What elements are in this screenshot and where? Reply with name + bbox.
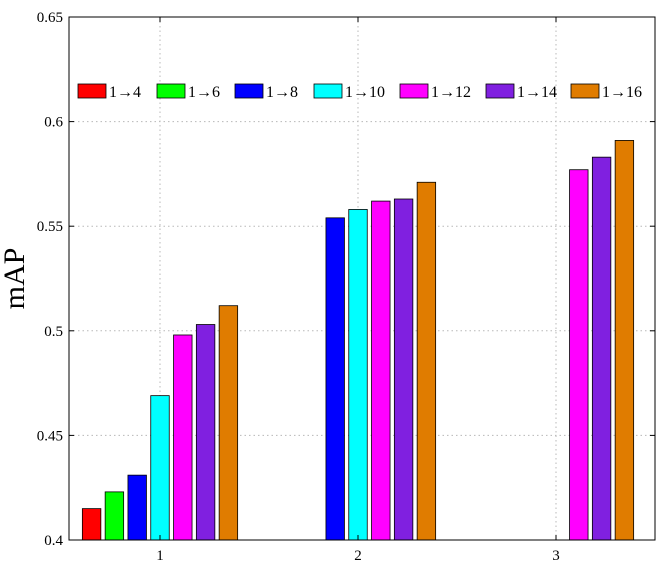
legend-swatch xyxy=(156,83,186,99)
y-axis-label: mAP xyxy=(0,248,31,310)
bar-1-series-6 xyxy=(195,324,216,541)
legend-label: 1→12 xyxy=(431,84,471,101)
bar-1-series-7 xyxy=(218,305,239,541)
x-tick-label: 2 xyxy=(354,548,362,564)
y-tick-label: 0.4 xyxy=(44,533,63,549)
bar-3-series-6 xyxy=(591,156,612,541)
legend-swatch xyxy=(77,83,107,99)
legend-swatch xyxy=(234,83,264,99)
bars xyxy=(81,140,635,541)
legend-label: 1→14 xyxy=(517,84,557,101)
legend: 1→4 1→6 1→8 1→10 1→12 1→14 1→16 xyxy=(77,83,642,101)
y-tick-label: 0.6 xyxy=(44,115,63,131)
x-tick-label: 3 xyxy=(552,548,560,564)
bar-3-series-7 xyxy=(614,140,635,541)
bar-2-series-7 xyxy=(416,181,437,541)
x-axis-ticks: 1 2 3 xyxy=(156,17,560,564)
bar-1-series-4 xyxy=(150,395,170,541)
x-tick-label: 1 xyxy=(156,548,164,564)
legend-swatch xyxy=(313,83,343,99)
legend-label: 1→4 xyxy=(109,84,141,101)
bar-1-series-5 xyxy=(173,334,193,541)
y-tick-label: 0.55 xyxy=(37,219,63,235)
bar-3-series-5 xyxy=(569,169,589,541)
y-tick-label: 0.65 xyxy=(37,10,63,26)
legend-swatch xyxy=(399,83,429,99)
bar-1-series-1 xyxy=(81,508,102,541)
y-tick-label: 0.5 xyxy=(44,324,63,340)
bar-2-series-6 xyxy=(393,198,414,541)
bar-1-series-2 xyxy=(104,491,125,541)
bar-2-series-4 xyxy=(348,209,368,541)
bar-2-series-5 xyxy=(371,200,391,541)
legend-swatch xyxy=(485,83,515,99)
bar-1-series-3 xyxy=(127,474,147,541)
legend-label: 1→10 xyxy=(345,84,385,101)
legend-swatch xyxy=(570,83,600,99)
legend-label: 1→8 xyxy=(266,84,298,101)
plot-frame xyxy=(68,16,656,541)
y-tick-label: 0.45 xyxy=(37,428,63,444)
bar-2-series-3 xyxy=(325,217,345,541)
legend-label: 1→16 xyxy=(602,84,642,101)
y-axis-ticks: 0.4 0.45 0.5 0.55 0.6 0.65 xyxy=(37,10,655,549)
legend-label: 1→6 xyxy=(188,84,220,101)
